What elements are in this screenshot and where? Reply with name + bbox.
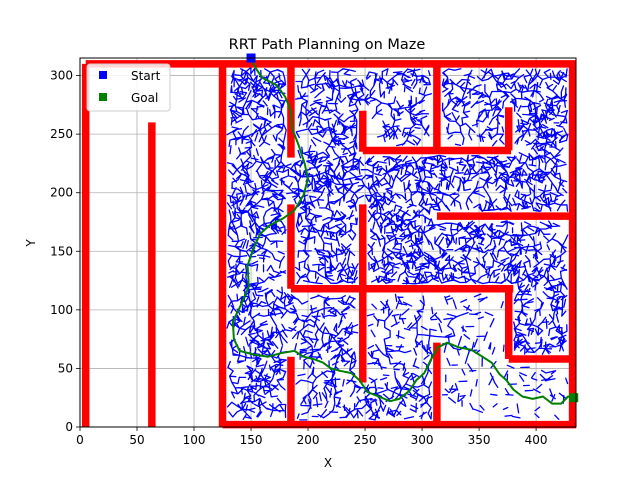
y-tick-label: 100 [50, 303, 73, 317]
x-tick-label: 250 [354, 433, 377, 447]
legend: Start Goal [86, 63, 171, 112]
legend-frame [86, 63, 171, 112]
y-tick-label: 150 [50, 244, 73, 258]
y-tick-label: 250 [50, 127, 73, 141]
x-tick-label: 300 [411, 433, 434, 447]
x-tick-label: 100 [183, 433, 206, 447]
tree-branches [226, 66, 569, 421]
x-axis-label: X [324, 456, 332, 470]
y-tick-label: 200 [50, 186, 73, 200]
axis-ticks: 0 50 100 150 200 250 300 350 400 0 50 100 150 200 250 3… [50, 69, 547, 447]
legend-goal-marker [99, 93, 107, 101]
x-tick-label: 350 [468, 433, 491, 447]
x-tick-label: 200 [297, 433, 320, 447]
x-tick-label: 0 [76, 433, 84, 447]
x-tick-label: 150 [240, 433, 263, 447]
chart-title: RRT Path Planning on Maze [229, 37, 426, 53]
y-axis-label: Y [24, 239, 38, 248]
y-tick-label: 0 [65, 420, 73, 434]
maze-walls [81, 60, 577, 429]
planned-path-line [231, 57, 574, 405]
legend-start-label: Start [131, 69, 161, 83]
y-tick-label: 50 [58, 361, 73, 375]
legend-goal-label: Goal [131, 91, 158, 105]
y-tick-label: 300 [50, 69, 73, 83]
rrt-path [231, 57, 574, 405]
x-tick-label: 400 [525, 433, 548, 447]
rrt-tree [226, 66, 569, 421]
legend-start-marker [99, 71, 107, 79]
plot-area-frame [79, 57, 577, 428]
x-tick-label: 50 [129, 433, 144, 447]
goal-marker [569, 393, 579, 403]
